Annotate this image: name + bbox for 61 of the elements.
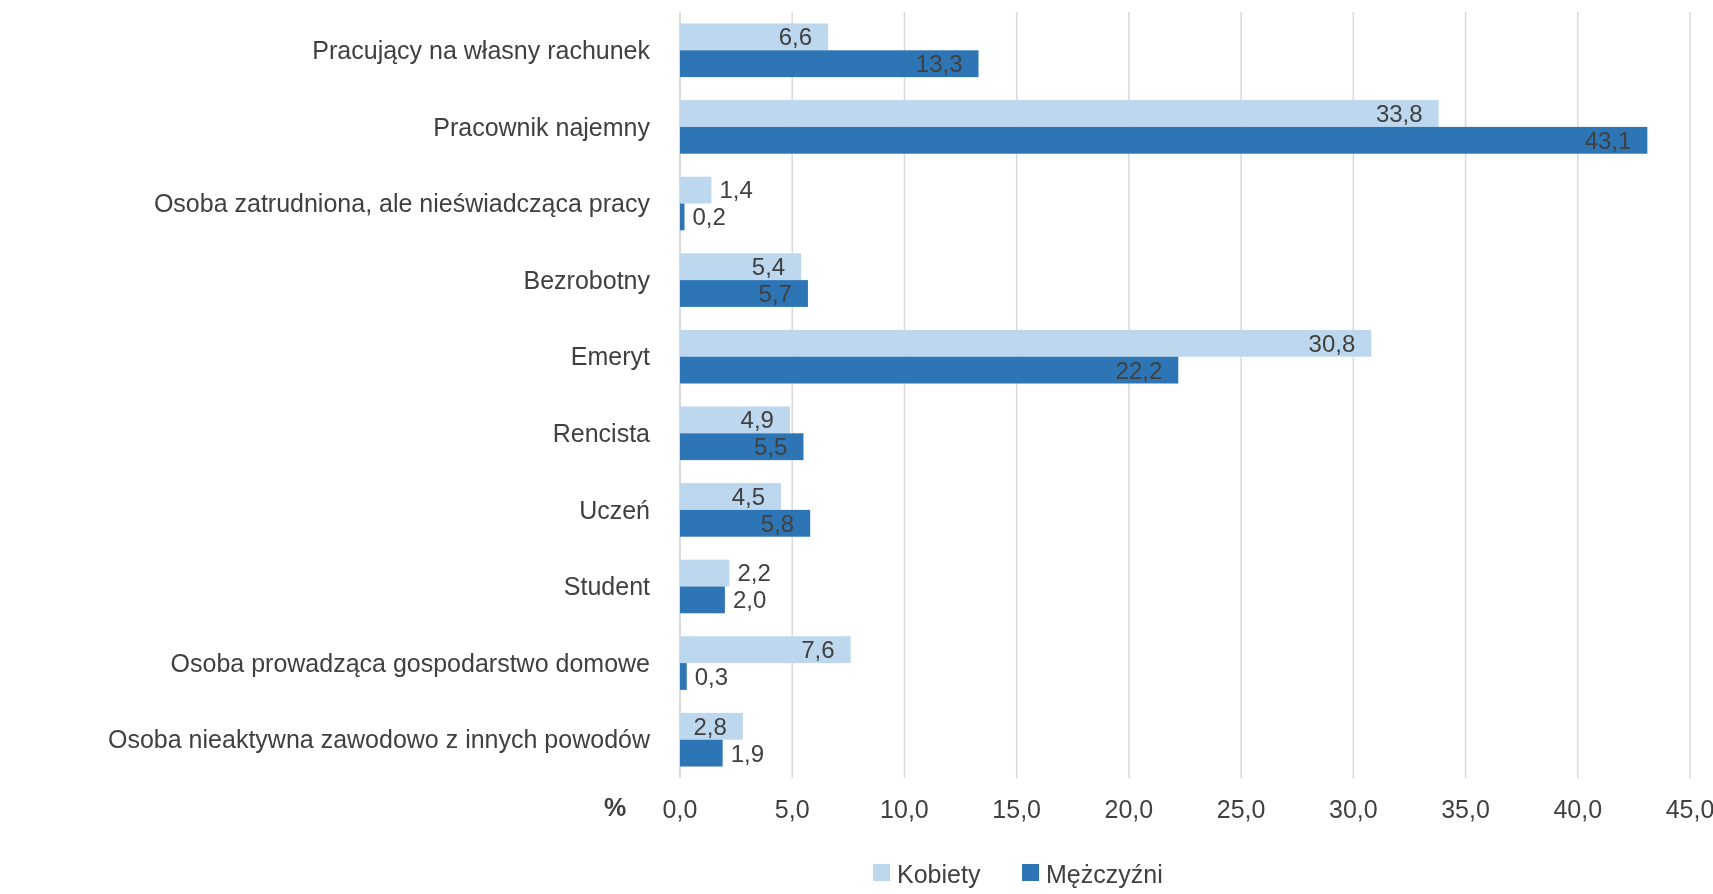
- data-label: 13,3: [915, 50, 963, 78]
- data-label: 2,0: [732, 586, 767, 614]
- x-tick-label: 40,0: [1553, 795, 1603, 823]
- data-label: 5,5: [754, 433, 788, 461]
- x-axis-title: %: [603, 793, 627, 821]
- data-label: 22,2: [1115, 356, 1163, 384]
- data-label: 33,8: [1375, 99, 1423, 127]
- bar: [680, 433, 804, 461]
- data-label: 0,2: [692, 203, 726, 231]
- data-label: 5,8: [760, 509, 795, 537]
- bar: [680, 280, 808, 307]
- y-tick-label: Uczeń: [579, 495, 650, 524]
- bar: [680, 176, 712, 204]
- data-label: 6,6: [778, 23, 813, 51]
- y-tick-label: Bezrobotny: [523, 265, 651, 294]
- x-tick-label: 25,0: [1216, 795, 1266, 823]
- y-tick-label: Osoba zatrudniona, ale nieświadcząca pracy: [153, 189, 651, 218]
- data-label: 2,8: [693, 712, 727, 740]
- bar: [680, 126, 1648, 154]
- data-label: 7,6: [801, 636, 835, 664]
- bar: [680, 406, 790, 434]
- y-tick-label: Osoba prowadząca gospodarstwo domowe: [170, 648, 650, 677]
- data-label: 4,5: [731, 482, 765, 510]
- bar: [680, 483, 781, 510]
- legend-label: Kobiety: [897, 859, 981, 888]
- bar: [680, 586, 725, 614]
- bar: [680, 50, 979, 78]
- y-tick-label: Student: [563, 572, 651, 601]
- x-tick-label: 45,0: [1665, 795, 1713, 823]
- data-label: 1,4: [719, 176, 753, 204]
- y-tick-label: Pracownik najemny: [433, 112, 651, 141]
- y-tick-label: Rencista: [552, 419, 651, 448]
- x-tick-label: 35,0: [1441, 795, 1490, 823]
- data-label: 0,3: [694, 662, 729, 690]
- data-label: 30,8: [1308, 329, 1356, 357]
- y-tick-label: Pracujący na własny rachunek: [312, 36, 651, 65]
- data-label: 5,4: [751, 253, 786, 281]
- x-tick-label: 5,0: [774, 795, 810, 823]
- x-tick-label: 20,0: [1104, 795, 1154, 823]
- data-label: 1,9: [730, 739, 765, 767]
- bar: [680, 356, 1179, 384]
- y-tick-label: Emeryt: [570, 342, 651, 371]
- bar: [680, 100, 1439, 127]
- data-label: 43,1: [1584, 126, 1632, 154]
- x-tick-label: 10,0: [880, 795, 929, 823]
- bar: [680, 636, 851, 664]
- bar: [680, 329, 1372, 357]
- x-tick-label: 0,0: [662, 795, 698, 823]
- legend-label: Mężczyźni: [1046, 859, 1163, 888]
- bar: [680, 559, 730, 587]
- x-tick-label: 30,0: [1329, 795, 1378, 823]
- bar: [680, 253, 802, 281]
- bar: [680, 509, 811, 537]
- bar: [680, 663, 687, 690]
- data-label: 5,7: [758, 279, 792, 307]
- x-tick-label: 15,0: [992, 795, 1041, 823]
- data-label: 4,9: [740, 406, 774, 434]
- y-tick-label: Osoba nieaktywna zawodowo z innych powodów: [108, 725, 651, 754]
- bar: [680, 739, 723, 767]
- bar: [680, 23, 829, 51]
- data-label: 2,2: [737, 559, 771, 587]
